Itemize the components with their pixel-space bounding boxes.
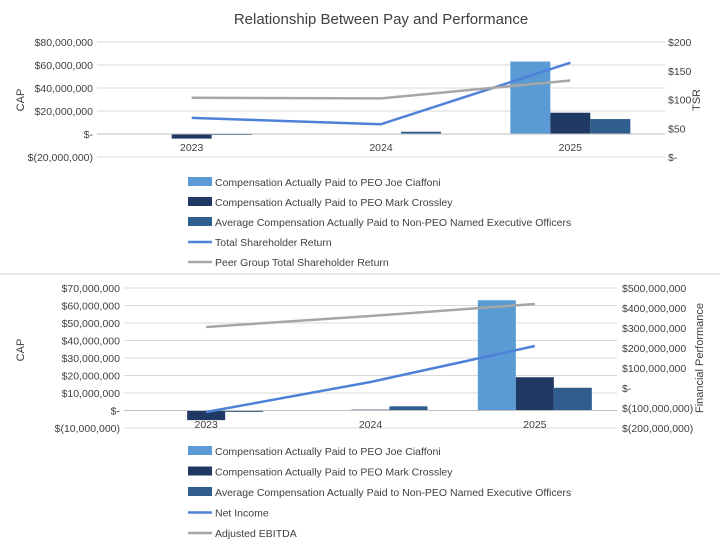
- y2-tick-label: $400,000,000: [622, 303, 686, 315]
- y2-axis-title: TSR: [691, 89, 703, 111]
- series-line: [205, 344, 536, 414]
- legend-label: Peer Group Total Shareholder Return: [215, 257, 389, 269]
- legend-label: Compensation Actually Paid to PEO Joe Ci…: [215, 446, 441, 458]
- y-tick-label: $70,000,000: [62, 283, 121, 295]
- y2-axis-title: Financial Performance: [694, 303, 706, 413]
- y-tick-label: $-: [84, 129, 94, 141]
- x-category-label: 2023: [180, 142, 204, 154]
- legend-label: Compensation Actually Paid to PEO Joe Ci…: [215, 177, 441, 189]
- legend-label: Net Income: [215, 508, 269, 520]
- legend-label: Compensation Actually Paid to PEO Mark C…: [215, 197, 453, 209]
- y2-tick-label: $(200,000,000): [622, 423, 693, 435]
- y-tick-label: $60,000,000: [35, 60, 94, 72]
- legend-swatch: [188, 217, 212, 226]
- y-tick-label: $40,000,000: [62, 336, 121, 348]
- y-axis-title: CAP: [15, 89, 27, 112]
- bar: [590, 119, 631, 134]
- y2-tick-label: $300,000,000: [622, 323, 686, 335]
- y-tick-label: $80,000,000: [35, 37, 94, 49]
- y2-tick-label: $200,000,000: [622, 343, 686, 355]
- y-tick-label: $40,000,000: [35, 83, 94, 95]
- bar: [187, 410, 226, 421]
- y-axis-title: CAP: [15, 339, 27, 362]
- x-category-label: 2025: [559, 142, 583, 154]
- y2-tick-label: $150: [668, 66, 692, 78]
- bar: [515, 377, 554, 411]
- series-line: [206, 302, 535, 329]
- y2-tick-label: $100,000,000: [622, 363, 686, 375]
- legend-label: Average Compensation Actually Paid to No…: [215, 217, 571, 229]
- y2-tick-label: $200: [668, 37, 692, 49]
- legend-label: Adjusted EBITDA: [215, 528, 297, 540]
- chart-title: Relationship Between Pay and Performance: [234, 11, 528, 28]
- legend-label: Compensation Actually Paid to PEO Mark C…: [215, 467, 453, 479]
- x-category-label: 2023: [194, 419, 218, 431]
- bar: [553, 387, 592, 411]
- legend-swatch: [188, 466, 212, 476]
- x-category-label: 2024: [359, 419, 383, 431]
- y2-tick-label: $500,000,000: [622, 283, 686, 295]
- y2-tick-label: $100: [668, 95, 692, 107]
- y2-tick-label: $50: [668, 123, 686, 135]
- bar: [510, 61, 551, 134]
- legend-swatch: [188, 446, 212, 455]
- chart-top: Relationship Between Pay and Performance…: [15, 11, 703, 269]
- y-tick-label: $(20,000,000): [28, 152, 93, 164]
- y2-tick-label: $-: [622, 383, 632, 395]
- x-category-label: 2024: [369, 142, 393, 154]
- legend-label: Average Compensation Actually Paid to No…: [215, 487, 571, 499]
- y-tick-label: $20,000,000: [35, 106, 94, 118]
- legend-swatch: [188, 487, 212, 496]
- bar: [550, 112, 591, 134]
- y-tick-label: $-: [111, 406, 121, 418]
- y-tick-label: $30,000,000: [62, 353, 121, 365]
- series-line: [191, 61, 571, 126]
- y-tick-label: $50,000,000: [62, 318, 121, 330]
- x-category-label: 2025: [523, 419, 547, 431]
- y-tick-label: $10,000,000: [62, 388, 121, 400]
- y-tick-label: $60,000,000: [62, 301, 121, 313]
- y2-tick-label: $(100,000,000): [622, 403, 693, 415]
- bar: [401, 131, 441, 134]
- bar: [389, 406, 428, 411]
- bar: [225, 410, 264, 412]
- chart-bottom: $70,000,000 $60,000,000 $50,000,000 $40,000…: [15, 283, 706, 540]
- y-tick-label: $(10,000,000): [55, 423, 120, 435]
- legend-swatch: [188, 197, 212, 206]
- legend-swatch: [188, 177, 212, 186]
- series-line: [191, 79, 571, 100]
- bar: [171, 134, 212, 139]
- y2-tick-label: $-: [668, 152, 678, 164]
- y-tick-label: $20,000,000: [62, 371, 121, 383]
- legend-label: Total Shareholder Return: [215, 237, 332, 249]
